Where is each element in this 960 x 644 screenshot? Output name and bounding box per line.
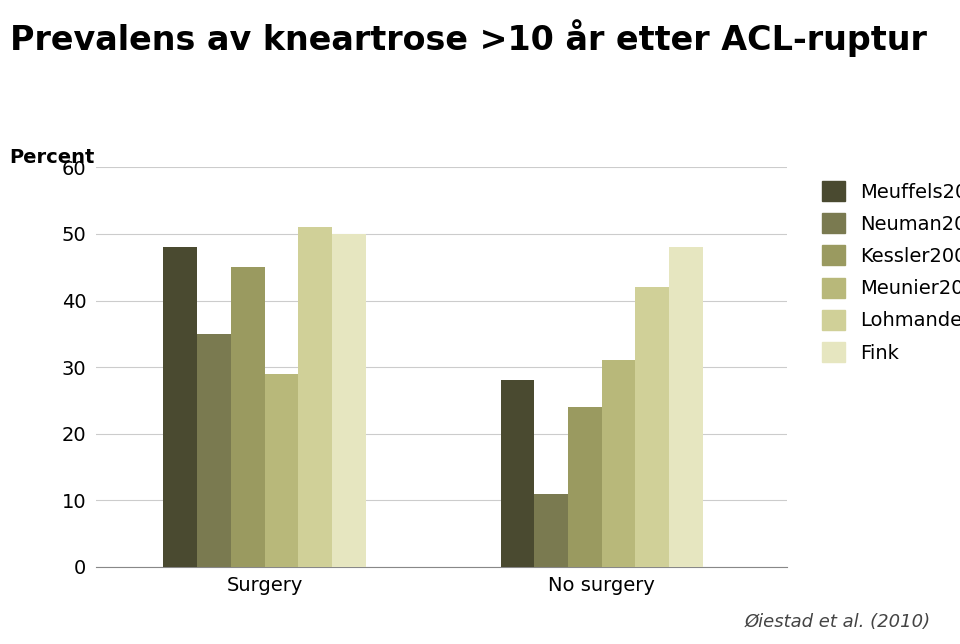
Bar [602, 361, 636, 567]
Bar [265, 374, 299, 567]
Bar [332, 234, 366, 567]
Bar [500, 381, 535, 567]
Text: Øiestad et al. (2010): Øiestad et al. (2010) [745, 613, 931, 631]
Bar [230, 267, 265, 567]
Bar [535, 493, 568, 567]
Bar [669, 247, 703, 567]
Legend: Meuffels2010, Neuman2008, Kessler2008, Meunier2007, Lohmander2004, Fink: Meuffels2010, Neuman2008, Kessler2008, M… [818, 177, 960, 366]
Bar [163, 247, 197, 567]
Bar [636, 287, 669, 567]
Text: Prevalens av kneartrose >10 år etter ACL-ruptur: Prevalens av kneartrose >10 år etter ACL… [10, 19, 926, 57]
Bar [568, 407, 602, 567]
Text: Percent: Percent [10, 148, 95, 167]
Bar [197, 334, 230, 567]
Bar [299, 227, 332, 567]
